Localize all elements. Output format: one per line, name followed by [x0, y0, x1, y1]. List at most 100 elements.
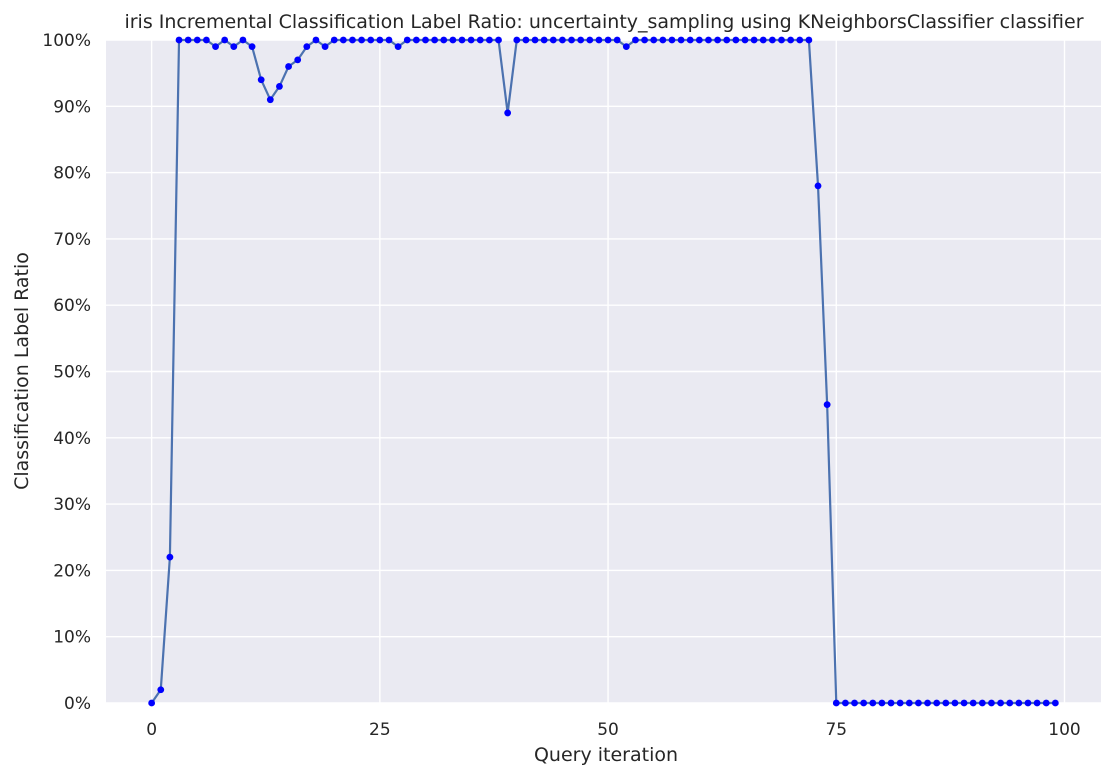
data-point [577, 37, 584, 44]
data-point [166, 554, 173, 561]
x-tick-label: 75 [825, 720, 847, 740]
data-point [413, 37, 420, 44]
data-point [468, 37, 475, 44]
data-point [879, 700, 886, 707]
data-point [285, 63, 292, 70]
data-point [176, 37, 183, 44]
data-point [449, 37, 456, 44]
y-tick-label: 30% [53, 495, 91, 515]
y-tick-label: 60% [53, 296, 91, 316]
data-point [906, 700, 913, 707]
data-point [541, 37, 548, 44]
data-point [805, 37, 812, 44]
data-point [358, 37, 365, 44]
data-point [523, 37, 530, 44]
data-point [230, 43, 237, 50]
data-point [404, 37, 411, 44]
data-point [249, 43, 256, 50]
data-point [732, 37, 739, 44]
x-tick-label: 25 [369, 720, 391, 740]
data-point [897, 700, 904, 707]
data-point [532, 37, 539, 44]
data-point [869, 700, 876, 707]
data-point [276, 83, 283, 90]
data-point [942, 700, 949, 707]
data-point [495, 37, 502, 44]
data-point [623, 43, 630, 50]
data-point [605, 37, 612, 44]
data-point [559, 37, 566, 44]
data-point [376, 37, 383, 44]
data-point [395, 43, 402, 50]
data-point [1015, 700, 1022, 707]
y-tick-label: 10% [53, 628, 91, 648]
data-point [678, 37, 685, 44]
data-point [933, 700, 940, 707]
data-point [842, 700, 849, 707]
data-point [157, 686, 164, 693]
data-point [924, 700, 931, 707]
data-point [386, 37, 393, 44]
data-point [1006, 700, 1013, 707]
data-point [760, 37, 767, 44]
data-point [240, 37, 247, 44]
data-point [669, 37, 676, 44]
y-tick-label: 40% [53, 429, 91, 449]
data-point [431, 37, 438, 44]
y-axis-label: Classification Label Ratio [11, 252, 33, 490]
data-point [212, 43, 219, 50]
data-point [824, 401, 831, 408]
data-point [687, 37, 694, 44]
data-point [714, 37, 721, 44]
data-point [650, 37, 657, 44]
data-point [331, 37, 338, 44]
data-point [586, 37, 593, 44]
data-point [723, 37, 730, 44]
data-point [769, 37, 776, 44]
data-point [614, 37, 621, 44]
data-point [860, 700, 867, 707]
data-point [440, 37, 447, 44]
data-point [550, 37, 557, 44]
data-point [504, 110, 511, 117]
y-tick-label: 50% [53, 363, 91, 383]
data-point [1034, 700, 1041, 707]
data-point [915, 700, 922, 707]
data-point [568, 37, 575, 44]
data-point [815, 182, 822, 189]
data-point [313, 37, 320, 44]
data-point [851, 700, 858, 707]
data-point [787, 37, 794, 44]
data-point [979, 700, 986, 707]
data-point [970, 700, 977, 707]
data-point [258, 76, 265, 83]
data-point [705, 37, 712, 44]
data-point [459, 37, 466, 44]
x-axis-label: Query iteration [534, 744, 678, 766]
y-tick-label: 90% [53, 97, 91, 117]
y-tick-label: 100% [42, 31, 91, 51]
y-tick-label: 70% [53, 230, 91, 250]
data-point [632, 37, 639, 44]
data-point [742, 37, 749, 44]
x-tick-label: 0 [146, 720, 157, 740]
x-tick-label: 50 [597, 720, 619, 740]
data-point [961, 700, 968, 707]
y-tick-label: 20% [53, 561, 91, 581]
data-point [1025, 700, 1032, 707]
data-point [303, 43, 310, 50]
data-point [294, 56, 301, 63]
data-point [888, 700, 895, 707]
data-point [988, 700, 995, 707]
data-point [833, 700, 840, 707]
data-point [349, 37, 356, 44]
data-point [194, 37, 201, 44]
data-point [477, 37, 484, 44]
data-point [596, 37, 603, 44]
data-point [659, 37, 666, 44]
data-point [1043, 700, 1050, 707]
data-point [322, 43, 329, 50]
chart-title: iris Incremental Classification Label Ra… [124, 11, 1083, 33]
data-point [221, 37, 228, 44]
y-tick-label: 80% [53, 164, 91, 184]
